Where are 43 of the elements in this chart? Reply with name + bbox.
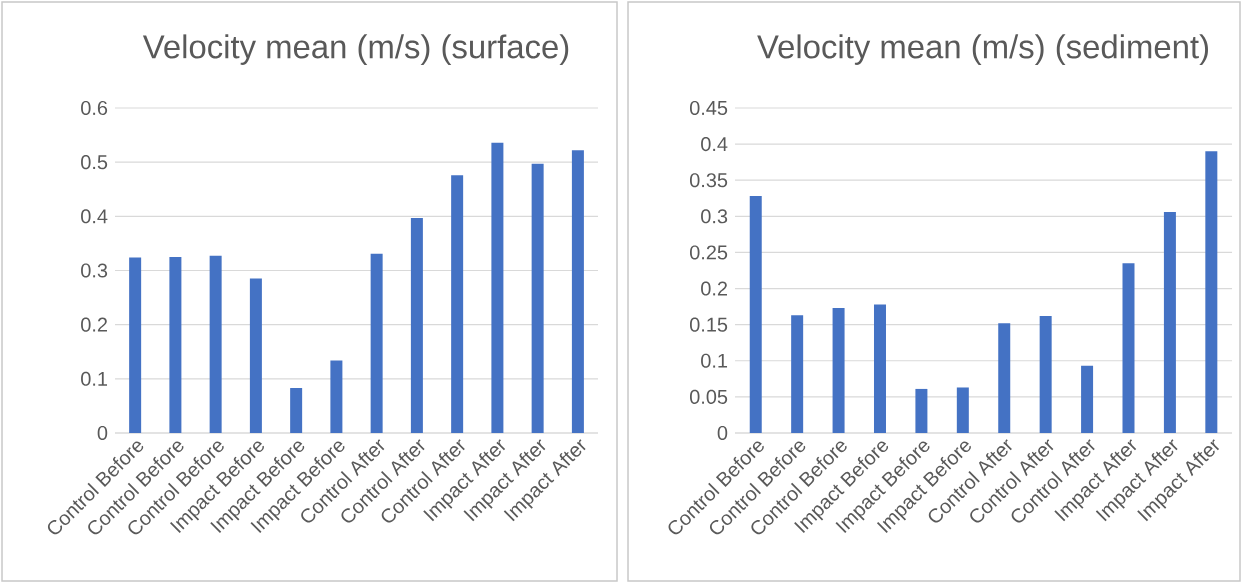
bar xyxy=(209,255,222,433)
bar xyxy=(1081,365,1094,433)
bar xyxy=(169,256,182,433)
bar xyxy=(129,257,142,433)
bar xyxy=(791,315,804,433)
y-tick-label: 0.3 xyxy=(701,209,728,224)
y-tick-label: 0.45 xyxy=(689,100,728,116)
bar xyxy=(749,196,762,433)
bar xyxy=(531,163,544,433)
y-tick-label: 0.1 xyxy=(701,353,728,368)
bar xyxy=(832,308,845,433)
bar xyxy=(290,388,303,433)
bar xyxy=(956,387,969,433)
bar xyxy=(330,360,343,433)
bar xyxy=(370,253,383,433)
y-tick-label: 0.1 xyxy=(81,371,108,386)
bar xyxy=(915,388,928,433)
chart-title: Velocity mean (m/s) (sediment) xyxy=(757,34,1208,65)
bar xyxy=(491,142,504,433)
bar xyxy=(1205,151,1218,433)
y-tick-label: 0.35 xyxy=(689,173,728,188)
bar xyxy=(410,217,423,433)
bar xyxy=(451,175,464,433)
y-tick-label: 0.4 xyxy=(81,209,108,224)
bar xyxy=(998,323,1011,433)
chart-title: Velocity mean (m/s) (surface) xyxy=(142,34,569,65)
y-tick-label: 0.2 xyxy=(701,281,727,296)
y-tick-label: 0 xyxy=(97,425,108,441)
y-tick-label: 0.15 xyxy=(689,317,728,332)
y-tick-label: 0.6 xyxy=(81,100,108,116)
bar xyxy=(249,278,262,433)
bar xyxy=(571,150,584,433)
y-tick-label: 0.25 xyxy=(689,245,728,260)
y-tick-label: 0.05 xyxy=(689,389,728,404)
bar xyxy=(1039,315,1052,433)
y-tick-label: 0.2 xyxy=(81,317,107,332)
y-tick-label: 0.5 xyxy=(81,155,108,170)
y-tick-label: 0.4 xyxy=(701,137,728,152)
y-tick-label: 0 xyxy=(717,425,728,441)
bar xyxy=(1122,263,1135,433)
bar xyxy=(873,304,886,433)
y-tick-label: 0.3 xyxy=(81,263,108,278)
bar xyxy=(1163,211,1176,433)
